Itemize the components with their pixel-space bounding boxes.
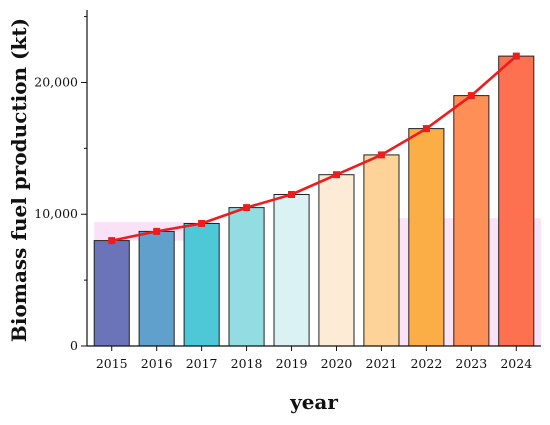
x-tick-label: 2021 [366,356,398,371]
line-marker-2019 [288,191,295,198]
y-tick-label: 10,000 [34,206,78,221]
line-marker-2018 [243,204,251,212]
line-marker-2024 [512,52,520,60]
bar-2021 [363,154,400,347]
bar-2022 [408,128,445,347]
line-marker-2023 [467,92,475,100]
bar-2018 [228,207,265,347]
x-tick-label: 2022 [410,356,442,371]
trend-line [111,55,518,242]
bar-2017 [183,223,220,347]
line-marker-2015 [108,237,116,245]
y-axis-title: Biomass fuel production (kt) [7,18,31,342]
trend-line-layer [108,52,520,245]
x-tick-label: 2020 [321,356,353,371]
line-marker-2020 [333,171,340,179]
axes-layer [81,10,541,351]
bar-2024 [498,55,535,347]
y-tick-labels: 0 10,000 20,000 [34,74,78,353]
x-tick-label: 2016 [141,356,173,371]
x-tick-label: 2018 [231,356,263,371]
bar-2023 [453,95,490,347]
x-tick-label: 2015 [96,356,128,371]
x-tick-labels: 2015 2016 2017 2018 2019 2020 2021 2022 2023 2024 [96,356,532,371]
x-tick-label: 2017 [186,356,218,371]
x-tick-label: 2024 [500,356,532,371]
x-axis-title: year [289,390,338,414]
bars-layer [93,55,535,347]
bar-2016 [138,230,175,347]
bar-2015 [93,240,130,347]
bar-2020 [318,174,355,347]
line-marker-2017 [198,220,206,227]
x-tick-label: 2019 [276,356,308,371]
line-marker-2022 [422,125,430,133]
x-tick-label: 2023 [455,356,487,371]
bar-2019 [273,194,310,347]
line-marker-2016 [153,227,161,235]
y-tick-label: 0 [70,338,78,353]
y-tick-label: 20,000 [34,74,78,89]
line-marker-2021 [377,151,385,159]
